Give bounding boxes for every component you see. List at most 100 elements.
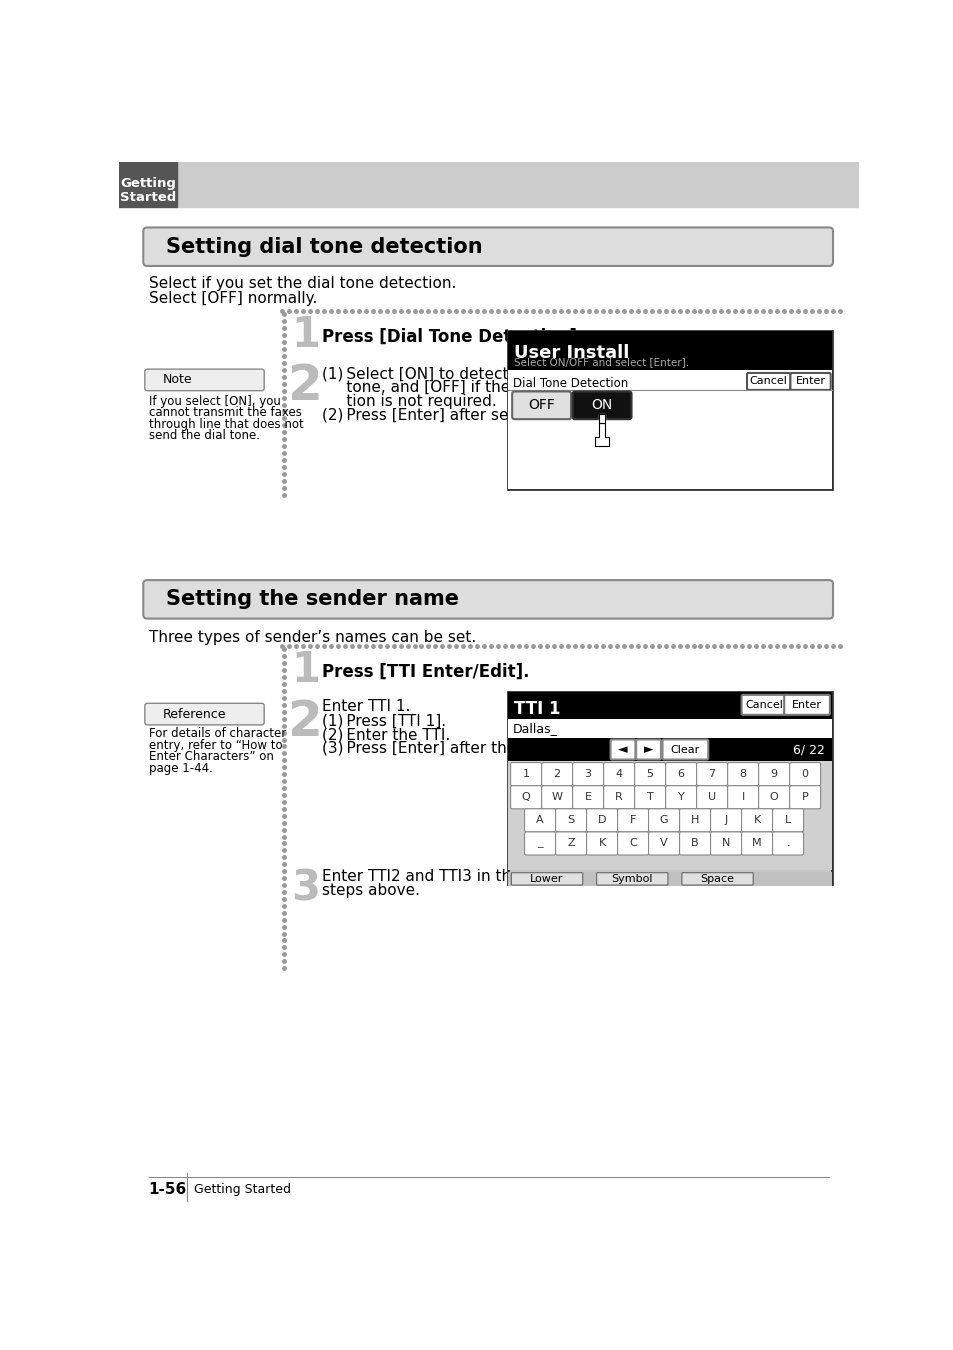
Text: Started: Started [120,192,176,204]
FancyBboxPatch shape [572,763,603,786]
Polygon shape [595,423,608,446]
FancyBboxPatch shape [696,763,727,786]
Text: K: K [598,838,605,848]
FancyBboxPatch shape [586,809,617,832]
Text: M: M [752,838,761,848]
FancyBboxPatch shape [617,809,648,832]
Bar [508,691,831,884]
FancyBboxPatch shape [783,695,829,716]
Bar [508,331,831,489]
Text: U: U [707,792,716,802]
Bar [508,370,831,489]
Text: Dallas_: Dallas_ [513,722,558,734]
Text: 1: 1 [291,649,320,691]
Text: steps above.: steps above. [322,883,420,898]
Text: ON: ON [591,398,612,412]
FancyBboxPatch shape [758,763,789,786]
FancyBboxPatch shape [145,369,264,390]
FancyBboxPatch shape [679,809,710,832]
FancyBboxPatch shape [541,786,572,809]
FancyBboxPatch shape [617,832,648,855]
Text: B: B [691,838,699,848]
Text: (1) Press [TTI 1].: (1) Press [TTI 1]. [322,713,446,728]
Bar [508,691,831,718]
FancyBboxPatch shape [665,786,696,809]
FancyBboxPatch shape [661,740,707,760]
FancyBboxPatch shape [740,832,772,855]
Text: K: K [753,815,760,825]
Text: Reference: Reference [162,707,226,721]
Bar [508,738,831,761]
FancyBboxPatch shape [143,227,832,266]
Text: 2: 2 [553,769,560,779]
Text: Press [Dial Tone Detection].: Press [Dial Tone Detection]. [322,328,583,346]
Text: Dial Tone Detection: Dial Tone Detection [513,377,627,390]
Text: ►: ► [643,743,653,756]
FancyBboxPatch shape [524,832,555,855]
Text: User Install: User Install [514,344,629,362]
FancyBboxPatch shape [681,872,753,886]
FancyBboxPatch shape [772,809,802,832]
Text: Symbol: Symbol [611,873,653,884]
Text: 1: 1 [291,315,320,356]
FancyBboxPatch shape [524,809,555,832]
FancyBboxPatch shape [727,786,758,809]
FancyBboxPatch shape [679,832,710,855]
Text: O: O [769,792,778,802]
Text: Enter TTI 1.: Enter TTI 1. [322,699,410,714]
Text: 1: 1 [522,769,529,779]
Text: 4: 4 [615,769,622,779]
Text: V: V [659,838,667,848]
Text: E: E [584,792,591,802]
Text: through line that does not: through line that does not [149,417,303,431]
FancyBboxPatch shape [634,763,665,786]
Text: C: C [629,838,637,848]
FancyBboxPatch shape [586,832,617,855]
Text: Press [TTI Enter/Edit].: Press [TTI Enter/Edit]. [322,663,529,680]
FancyBboxPatch shape [511,872,582,886]
Text: P: P [801,792,807,802]
Text: H: H [690,815,699,825]
Text: R: R [615,792,622,802]
Text: Three types of sender’s names can be set.: Three types of sender’s names can be set… [149,630,476,645]
FancyBboxPatch shape [758,786,789,809]
Text: If you select [ON], you: If you select [ON], you [149,394,280,408]
Text: Enter TTI2 and TTI3 in the same: Enter TTI2 and TTI3 in the same [322,869,567,884]
Bar [508,331,831,370]
Polygon shape [598,414,604,423]
FancyBboxPatch shape [789,763,820,786]
Text: 0: 0 [801,769,808,779]
Text: Setting the sender name: Setting the sender name [166,590,458,609]
Text: For details of character: For details of character [149,728,286,740]
Text: ◄: ◄ [618,743,627,756]
Text: 7: 7 [708,769,715,779]
FancyBboxPatch shape [789,786,820,809]
Text: Z: Z [567,838,575,848]
Text: S: S [567,815,574,825]
Text: Getting Started: Getting Started [193,1183,291,1196]
Text: TTI 1: TTI 1 [514,699,560,718]
Text: Enter Characters” on: Enter Characters” on [149,751,274,763]
Bar [176,162,858,207]
FancyBboxPatch shape [636,740,660,760]
Text: 2: 2 [288,362,323,410]
FancyBboxPatch shape [603,763,634,786]
Text: Clear: Clear [670,744,699,755]
FancyBboxPatch shape [541,763,572,786]
Text: I: I [740,792,744,802]
Text: Enter: Enter [791,699,821,710]
Text: Cancel: Cancel [749,377,787,386]
Text: 6/ 22: 6/ 22 [792,743,823,756]
Text: Y: Y [677,792,684,802]
Text: Select [OFF] normally.: Select [OFF] normally. [149,292,316,306]
Text: Space: Space [700,873,734,884]
Text: 3: 3 [291,867,320,910]
Text: G: G [659,815,668,825]
Text: Note: Note [162,374,193,386]
Text: D: D [598,815,606,825]
FancyBboxPatch shape [510,786,541,809]
Text: F: F [629,815,636,825]
Text: Select ON/OFF and select [Enter].: Select ON/OFF and select [Enter]. [514,358,689,367]
FancyBboxPatch shape [710,809,740,832]
FancyBboxPatch shape [740,695,786,716]
